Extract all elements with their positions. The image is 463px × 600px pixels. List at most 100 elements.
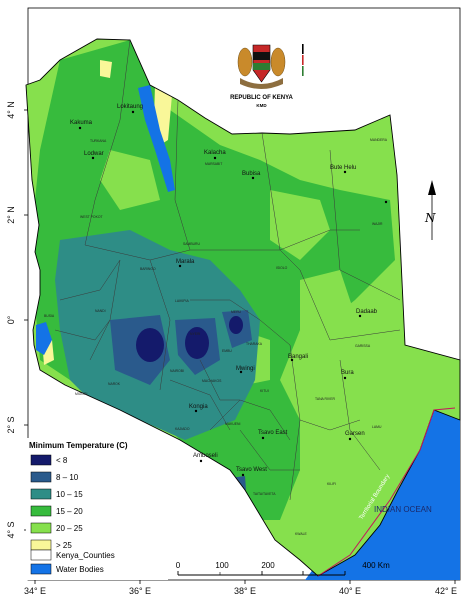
scale-label: 100 <box>215 561 229 570</box>
town-label: Bute Helu <box>330 165 356 171</box>
scale-bar: 0 100 200 400 Km <box>176 561 390 576</box>
county-labels: TURKANA MARSABIT MANDERA WAJIR ISIOLO SA… <box>44 138 388 536</box>
county-label: NANDI <box>95 309 106 313</box>
town-dot <box>213 156 217 160</box>
county-label: KAJIADO <box>175 427 190 431</box>
town-dot <box>348 437 352 441</box>
town-dot <box>131 110 135 114</box>
town-dot <box>178 264 182 268</box>
county-label: MANDERA <box>370 138 388 142</box>
legend-swatch <box>30 539 52 551</box>
legend-title: Minimum Temperature (C) <box>29 441 128 450</box>
town-label: Amboseli <box>193 453 218 459</box>
town-dot <box>241 473 245 477</box>
county-label: GARISSA <box>355 344 371 348</box>
county-label: SAMBURU <box>183 242 201 246</box>
county-label: TAITA/TAVETA <box>253 492 276 496</box>
town-dot <box>78 126 82 130</box>
legend-label: > 25 <box>56 541 72 550</box>
legend-label: 8 – 10 <box>56 473 79 482</box>
legend-swatch <box>30 505 52 517</box>
county-label: NAIROBI <box>170 369 184 373</box>
town-label: Tsavo East <box>258 430 288 436</box>
legend-water-label: Water Bodies <box>56 565 104 574</box>
town-dot <box>194 409 198 413</box>
legend-swatch <box>30 454 52 466</box>
county-label: KWALE <box>295 532 307 536</box>
town-label: Marala <box>176 259 195 265</box>
legend: Minimum Temperature (C) < 8 8 – 10 10 – … <box>26 438 168 580</box>
county-label: KILIFI <box>327 482 336 486</box>
town-label: Lokitaung <box>117 104 143 110</box>
town-label: Mwingi <box>236 366 255 372</box>
town-markers: Lokitaung Kakuma Lodwar Kalacha Bubisa B… <box>70 104 388 477</box>
town-label: Kakuma <box>70 120 93 126</box>
town-dot <box>261 436 265 440</box>
y-tick-label: 4° N <box>6 101 16 119</box>
y-tick-label: 4° S <box>6 521 16 538</box>
legend-swatch <box>30 522 52 534</box>
y-tick-label: 2° S <box>6 416 16 433</box>
x-tick-label: 34° E <box>24 586 46 596</box>
town-label: Kalacha <box>204 150 226 156</box>
ocean-label: INDIAN OCEAN <box>374 505 432 514</box>
kenya-coat-of-arms-emblem: REPUBLIC OF KENYA KMD <box>230 44 304 108</box>
scale-label: 200 <box>261 561 275 570</box>
town-label: Bangali <box>288 354 308 360</box>
north-arrow-icon <box>428 180 436 195</box>
town-label: Dadaab <box>356 309 378 315</box>
county-label: ISIOLO <box>276 266 288 270</box>
y-tick-label: 2° N <box>6 206 16 224</box>
county-label: BARINGO <box>140 267 156 271</box>
scale-label: 400 Km <box>362 561 390 570</box>
county-label: MIGORI <box>75 392 87 396</box>
legend-label: 20 – 25 <box>56 524 83 533</box>
county-label: WEST POKOT <box>80 215 103 219</box>
county-label: NYERI <box>190 332 200 336</box>
town-dot <box>343 376 347 380</box>
lion-right-icon <box>270 47 286 77</box>
county-label: BUSIA <box>44 314 55 318</box>
north-label: N <box>424 211 436 225</box>
legend-swatch <box>30 471 52 483</box>
county-label: MAKUENI <box>225 422 241 426</box>
town-dot <box>199 459 203 463</box>
town-dot <box>290 358 294 362</box>
county-label: TANA RIVER <box>315 397 335 401</box>
emblem-subtitle: KMD <box>256 103 267 108</box>
x-tick-label: 36° E <box>129 586 151 596</box>
y-tick-label: 0° <box>6 315 16 324</box>
legend-swatch <box>30 488 52 500</box>
town-label: Tsavo West <box>236 467 267 473</box>
x-tick-label: 42° E <box>435 586 457 596</box>
town-label: Garsen <box>345 431 365 437</box>
town-label: Bubisa <box>242 171 261 177</box>
axis-labels: 4° N 2° N 0° 2° S 4° S 34° E 36° E 38° E… <box>6 101 457 596</box>
county-label: WAJIR <box>372 222 383 226</box>
county-label: MARSABIT <box>205 162 222 166</box>
town-label: Kongia <box>189 404 208 410</box>
legend-swatch-counties <box>30 549 52 561</box>
legend-label: 15 – 20 <box>56 507 83 516</box>
x-tick-label: 38° E <box>234 586 256 596</box>
legend-swatch-water <box>30 563 52 575</box>
county-label: KITUI <box>260 389 269 393</box>
county-label: MACHAKOS <box>202 379 222 383</box>
town-dot <box>91 156 95 160</box>
legend-label: 10 – 15 <box>56 490 83 499</box>
town-dot <box>384 200 388 204</box>
county-label: EMBU <box>222 349 232 353</box>
town-dot <box>251 176 255 180</box>
county-label: LAIKIPIA <box>175 299 189 303</box>
scale-label: 0 <box>176 561 181 570</box>
town-label: Bura <box>341 370 354 376</box>
territorial-boundary-line <box>317 407 456 577</box>
legend-label: < 8 <box>56 456 68 465</box>
county-label: MERU <box>231 310 242 314</box>
emblem-title: REPUBLIC OF KENYA <box>230 95 293 101</box>
town-dot <box>343 170 347 174</box>
county-label: LAMU <box>372 425 382 429</box>
county-label: TURKANA <box>90 139 107 143</box>
county-label: NAROK <box>108 382 121 386</box>
